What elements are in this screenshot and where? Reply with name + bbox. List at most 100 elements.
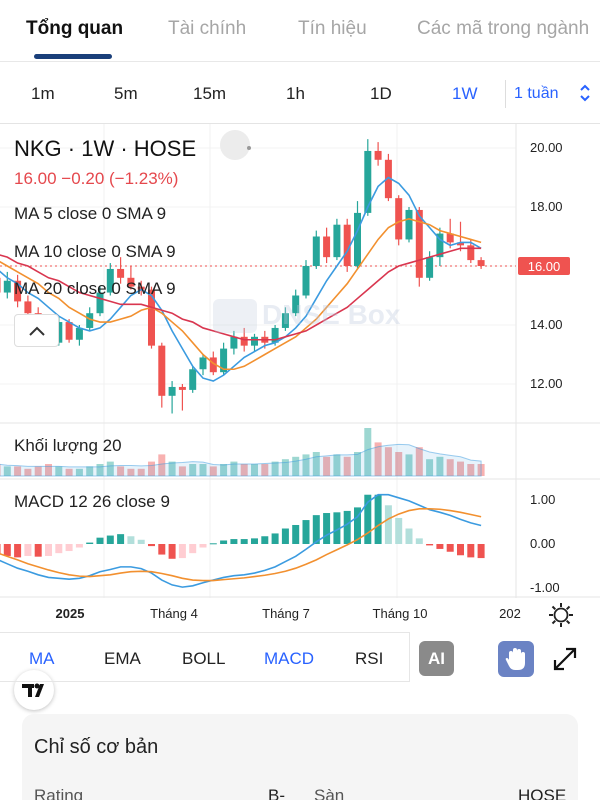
macd-histogram-bar [34, 544, 42, 557]
volume-bar [24, 468, 32, 476]
last-price-badge [518, 257, 570, 275]
rating-value: B- [268, 786, 285, 800]
interval-15m[interactable]: 15m [193, 84, 227, 103]
interval-1h[interactable]: 1h [286, 84, 305, 103]
interval-1w[interactable]: 1W [452, 84, 478, 103]
volume-bar [261, 464, 269, 476]
ma-line-20 [0, 247, 482, 341]
volume-bar [240, 464, 248, 476]
macd-histogram-bar [45, 544, 52, 556]
volume-bar [457, 461, 464, 476]
candle-body [415, 209, 423, 278]
indicator-ma[interactable]: MA [29, 649, 55, 668]
indicator-macd[interactable]: MACD [264, 649, 315, 668]
tradingview-logo[interactable] [14, 670, 54, 710]
interval-1d[interactable]: 1D [370, 84, 392, 103]
candle-body [86, 313, 94, 328]
watermark: DNSE Box [262, 299, 401, 330]
volume-bar [312, 452, 320, 476]
tab-signals[interactable]: Tín hiệu [298, 18, 367, 39]
hand-button[interactable] [498, 641, 534, 677]
candle-body [281, 313, 289, 328]
tradingview-icon [22, 683, 44, 697]
macd-histogram-bar [446, 544, 454, 552]
gear-icon[interactable] [548, 602, 574, 628]
ma20-legend: MA 20 close 0 SMA 9 [14, 279, 176, 298]
macd-histogram-bar [106, 535, 114, 544]
chevron-updown-icon[interactable] [578, 82, 592, 104]
volume-bar [127, 468, 135, 476]
macd-histogram-bar [343, 510, 351, 544]
volume-bar [281, 459, 289, 476]
price-axis-label: 20.00 [530, 140, 563, 155]
indicator-boll[interactable]: BOLL [182, 649, 226, 668]
macd-histogram-bar [240, 539, 248, 544]
candle-body [384, 159, 392, 199]
tab-overview[interactable]: Tổng quan [26, 18, 124, 39]
volume-bar [55, 466, 63, 476]
interval-5m[interactable]: 5m [114, 84, 138, 103]
ai-button[interactable]: AI [419, 641, 454, 676]
candle-body [251, 336, 258, 346]
macd-histogram-bar [281, 528, 289, 544]
candle-body [168, 386, 176, 396]
volume-bar [343, 456, 351, 476]
indicator-ema[interactable]: EMA [104, 649, 141, 668]
price-axis-label: 14.00 [530, 317, 563, 332]
volume-bar [405, 454, 413, 476]
volume-bar [0, 464, 1, 476]
period-select[interactable]: 1 tuần [514, 85, 559, 102]
candle-body [24, 301, 32, 314]
candle-body [354, 212, 361, 266]
volume-bar [220, 464, 228, 476]
macd-histogram-bar [178, 544, 186, 559]
volume-bar [75, 468, 83, 476]
volume-bar [168, 461, 176, 476]
candle-body [457, 242, 464, 246]
indicator-bar: MA EMA BOLL MACD RSI [0, 632, 410, 682]
chart-area[interactable]: 20.00 18.00 14.00 12.00 16.00 1.00 0.00 -1.00 20… [0, 124, 600, 710]
macd-histogram-bar [312, 515, 320, 544]
macd-histogram-bar [117, 534, 125, 544]
volume-bar [436, 456, 444, 476]
price-change-legend: 16.00 −0.20 (−1.23%) [14, 169, 179, 188]
tab-industry[interactable]: Các mã trong ngành [417, 18, 590, 39]
candle-body [405, 209, 413, 240]
price-chart[interactable]: 20.00 18.00 14.00 12.00 16.00 1.00 0.00 -1.00 20… [0, 124, 600, 628]
volume-bar [209, 466, 217, 476]
candle-body [302, 266, 310, 296]
collapse-legend-button[interactable] [14, 314, 59, 347]
volume-bar [384, 447, 392, 476]
ma-line-5 [0, 176, 482, 382]
macd-histogram-bar [364, 494, 372, 544]
candle-body [230, 336, 238, 349]
macd-histogram-bar [395, 517, 403, 544]
divider [505, 80, 506, 108]
macd-histogram-bar [426, 544, 434, 546]
macd-histogram-bar [55, 544, 63, 554]
candle-body [189, 369, 197, 390]
volume-bar [333, 454, 341, 476]
volume-bar [137, 468, 145, 476]
interval-1m[interactable]: 1m [31, 84, 55, 103]
indicator-rsi[interactable]: RSI [355, 649, 384, 668]
volume-bar [271, 461, 279, 476]
macd-histogram-bar [199, 544, 207, 548]
macd-histogram-bar [158, 544, 166, 555]
tab-finance[interactable]: Tài chính [168, 18, 247, 39]
candle-body [467, 245, 475, 261]
candle-body [75, 327, 83, 340]
macd-histogram-bar [75, 544, 83, 548]
macd-histogram-bar [415, 538, 423, 544]
macd-histogram-bar [405, 528, 413, 544]
watermark-logo [213, 299, 257, 333]
signal-line [0, 508, 482, 582]
volume-bar [426, 459, 434, 476]
expand-icon[interactable] [550, 644, 580, 674]
macd-histogram-bar [3, 544, 11, 556]
indicator-toggle-button[interactable] [220, 130, 250, 160]
volume-bar [189, 464, 197, 476]
chart-background [0, 124, 600, 598]
time-axis-label: 202 [499, 606, 521, 621]
volume-bar [446, 459, 454, 476]
